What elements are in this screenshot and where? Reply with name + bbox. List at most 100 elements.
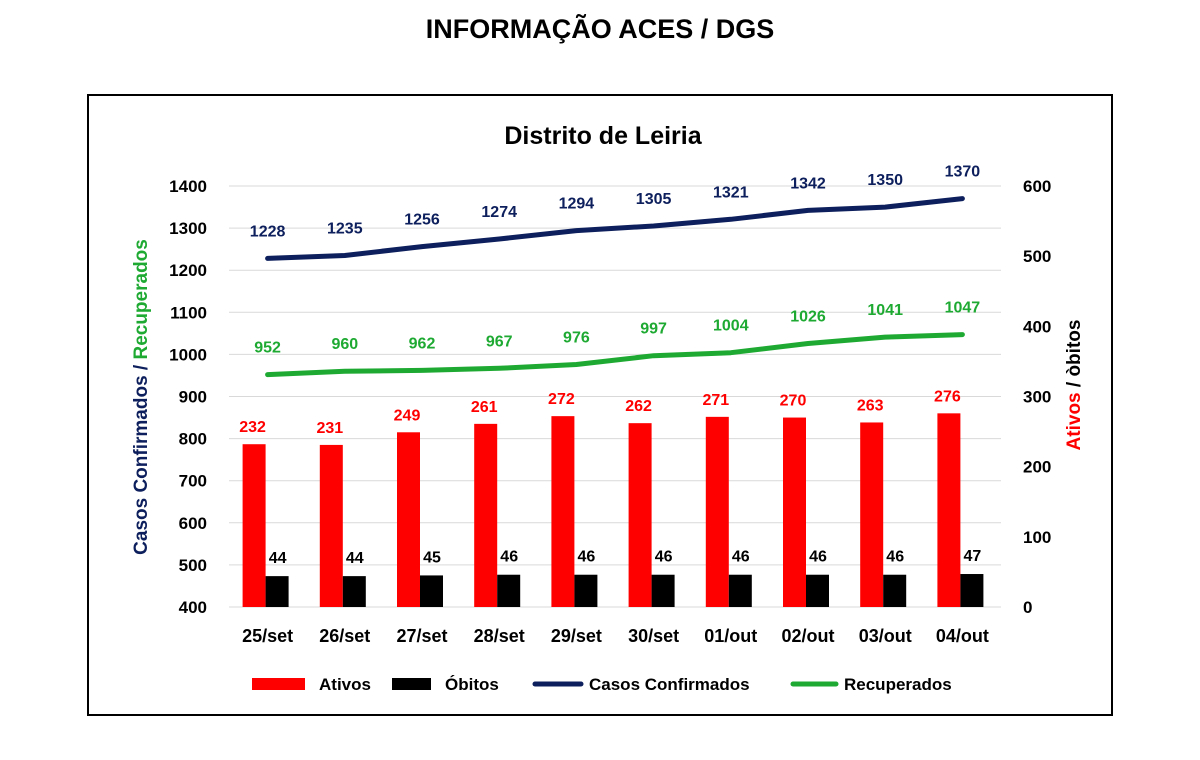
left-axis-tick-label: 1300 xyxy=(169,219,207,238)
x-axis-tick-label: 03/out xyxy=(859,626,912,646)
y-axis-right-title-part1: Ativos xyxy=(1064,392,1085,450)
bar-ativos xyxy=(397,432,420,607)
data-label-confirmados: 1235 xyxy=(327,220,363,237)
bar-obitos xyxy=(651,574,675,607)
data-label-confirmados: 1294 xyxy=(559,196,595,213)
y-axis-left-title-part1: Casos Confirmados xyxy=(131,375,152,554)
left-axis-tick-label: 400 xyxy=(179,598,207,617)
data-label-recuperados: 960 xyxy=(331,336,358,353)
data-label-obitos: 46 xyxy=(886,549,904,566)
data-label-obitos: 46 xyxy=(809,549,827,566)
right-axis-tick-label: 400 xyxy=(1023,317,1051,336)
right-axis-tick-label: 100 xyxy=(1023,528,1051,547)
data-label-confirmados: 1256 xyxy=(404,212,440,229)
x-axis-tick-label: 30/set xyxy=(628,626,679,646)
x-axis-tick-label: 02/out xyxy=(781,626,834,646)
y-axis-right-title: Ativos / òbitos xyxy=(1064,320,1085,451)
right-axis-tick-label: 500 xyxy=(1023,247,1051,266)
bar-ativos xyxy=(474,423,498,607)
data-label-ativos: 261 xyxy=(471,399,498,416)
data-label-obitos: 46 xyxy=(578,549,596,566)
bar-obitos xyxy=(883,574,907,607)
data-label-confirmados: 1228 xyxy=(250,223,286,240)
x-axis-tick-label: 25/set xyxy=(242,626,293,646)
bar-obitos xyxy=(960,574,984,607)
data-label-confirmados: 1274 xyxy=(481,204,517,221)
data-label-obitos: 46 xyxy=(732,549,750,566)
x-axis-tick-label: 28/set xyxy=(474,626,525,646)
data-label-recuperados: 1041 xyxy=(867,302,903,319)
bar-ativos xyxy=(242,444,266,607)
page-header-title: INFORMAÇÃO ACES / DGS xyxy=(425,14,775,44)
legend-label-obitos: Óbitos xyxy=(445,675,499,694)
legend-swatch-obitos xyxy=(392,678,431,690)
bar-ativos xyxy=(319,444,343,607)
lines xyxy=(265,196,965,378)
data-label-ativos: 272 xyxy=(548,391,575,408)
data-label-ativos: 249 xyxy=(394,407,421,424)
left-axis-tick-label: 1100 xyxy=(170,303,207,322)
data-label-obitos: 44 xyxy=(269,550,287,567)
left-axis-tick-label: 900 xyxy=(179,388,207,407)
left-axis-tick-label: 600 xyxy=(179,514,207,533)
bar-ativos xyxy=(783,417,806,607)
data-label-recuperados: 976 xyxy=(563,330,590,347)
y-axis-right-title-part2: òbitos xyxy=(1064,320,1085,377)
data-label-recuperados: 1047 xyxy=(945,300,981,317)
x-axis-tick-label: 29/set xyxy=(551,626,602,646)
axes: 4005006007008009001000110012001300140001… xyxy=(131,177,1085,646)
chart-svg: Distrito de Leiria 232 231 249 261 272 262 271… xyxy=(131,122,1085,694)
data-label-confirmados: 1350 xyxy=(867,172,903,189)
bar-obitos xyxy=(497,574,521,607)
data-label-ativos: 271 xyxy=(702,392,729,409)
data-label-recuperados: 967 xyxy=(486,333,513,350)
right-axis-tick-label: 600 xyxy=(1023,177,1051,196)
bar-ativos xyxy=(551,416,575,607)
bar-ativos xyxy=(937,413,961,607)
data-label-obitos: 46 xyxy=(655,549,673,566)
data-label-obitos: 44 xyxy=(346,550,364,567)
right-axis-tick-label: 0 xyxy=(1023,598,1032,617)
bar-ativos xyxy=(705,416,729,607)
legend-label-casos-confirmados: Casos Confirmados xyxy=(589,675,750,694)
legend-label-ativos: Ativos xyxy=(319,675,371,694)
left-axis-tick-label: 500 xyxy=(179,556,207,575)
legend: Ativos Óbitos Casos Confirmados Recuperados xyxy=(252,675,952,694)
data-label-recuperados: 952 xyxy=(254,340,281,357)
y-axis-right-title-sep: / xyxy=(1064,377,1085,393)
y-axis-left-title-sep: / xyxy=(131,360,152,376)
bar-obitos xyxy=(420,575,443,607)
data-label-recuperados: 1004 xyxy=(713,318,749,335)
gridlines xyxy=(229,185,1001,608)
line-recuperados xyxy=(265,332,965,378)
x-axis-tick-label: 26/set xyxy=(319,626,370,646)
data-label-confirmados: 1305 xyxy=(636,191,672,208)
y-axis-left-title-part2: Recuperados xyxy=(131,239,152,359)
data-label-ativos: 276 xyxy=(934,388,961,405)
left-axis-tick-label: 800 xyxy=(179,430,207,449)
data-label-recuperados: 1026 xyxy=(790,308,826,325)
data-label-ativos: 231 xyxy=(316,420,343,437)
bars xyxy=(242,413,984,607)
left-axis-tick-label: 1200 xyxy=(169,261,207,280)
right-axis-tick-label: 200 xyxy=(1023,458,1051,477)
legend-label-recuperados: Recuperados xyxy=(844,675,952,694)
left-axis-tick-label: 1400 xyxy=(169,177,207,196)
data-label-ativos: 263 xyxy=(857,397,884,414)
x-axis-tick-label: 27/set xyxy=(396,626,447,646)
data-label-recuperados: 997 xyxy=(640,321,667,338)
data-label-recuperados: 962 xyxy=(409,335,436,352)
data-label-confirmados: 1370 xyxy=(945,164,981,181)
data-label-ativos: 232 xyxy=(239,419,266,436)
data-label-ativos: 270 xyxy=(780,393,807,410)
data-label-obitos: 47 xyxy=(964,548,982,565)
data-label-confirmados: 1342 xyxy=(790,175,826,192)
left-axis-tick-label: 700 xyxy=(179,472,207,491)
bar-ativos xyxy=(628,423,652,607)
data-labels: 232 231 249 261 272 262 271 270 263 276 44 44 45 46 46… xyxy=(239,164,981,567)
bar-obitos xyxy=(265,576,289,607)
bar-obitos xyxy=(806,574,829,607)
chart-title: Distrito de Leiria xyxy=(504,122,702,150)
right-axis-tick-label: 300 xyxy=(1023,388,1051,407)
line-casos-confirmados xyxy=(265,196,965,261)
